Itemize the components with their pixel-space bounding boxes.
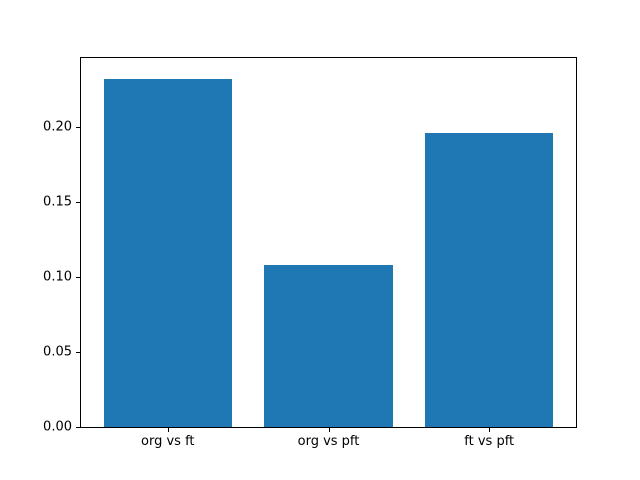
x-tick-mark: [167, 428, 169, 432]
y-tick-label: 0.05: [43, 344, 72, 360]
bar-ft-vs-pft: [424, 133, 554, 427]
plot-area: org vs ft org vs pft ft vs pft 0.00 0.05 0.10…: [43, 57, 577, 448]
x-tick-label: org vs ft: [141, 434, 195, 449]
y-tick-label: 0.15: [43, 194, 72, 210]
y-tick-mark: [76, 426, 80, 428]
y-tick-mark: [76, 276, 80, 278]
y-tick-mark: [76, 351, 80, 353]
x-tick-label: ft vs pft: [464, 434, 515, 449]
y-tick-label: 0.20: [43, 119, 72, 135]
x-tick-label: org vs pft: [297, 434, 360, 449]
y-tick-label: 0.10: [43, 269, 72, 285]
y-tick-mark: [76, 201, 80, 203]
x-tick-mark: [489, 428, 491, 432]
y-tick-mark: [76, 126, 80, 128]
x-tick-mark: [328, 428, 330, 432]
bar-org-vs-pft: [264, 265, 393, 427]
bar-org-vs-ft: [103, 79, 233, 427]
y-tick-label: 0.00: [43, 419, 72, 435]
